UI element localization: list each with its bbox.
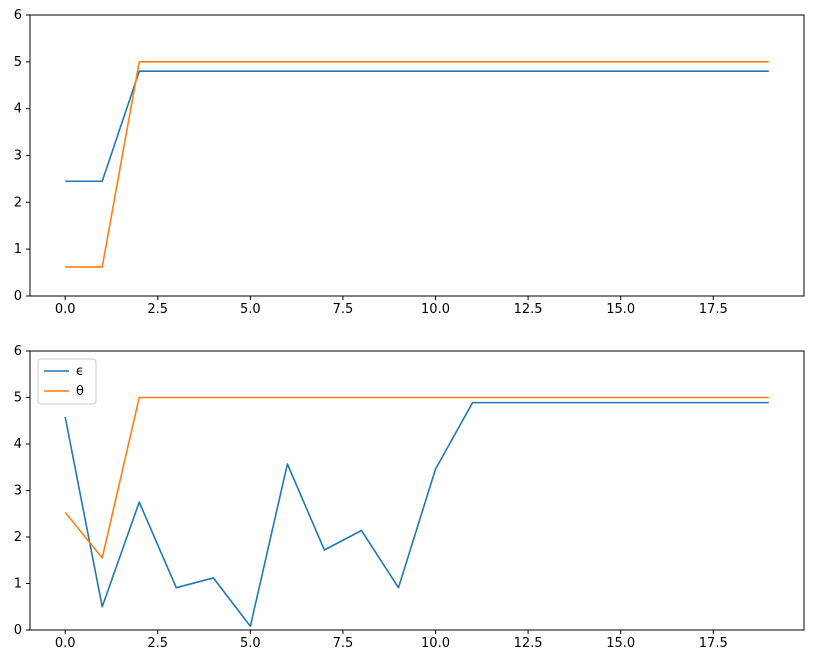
- y-tick-label: 5: [14, 55, 22, 70]
- y-tick-label: 3: [14, 484, 22, 499]
- y-tick-label: 3: [14, 149, 22, 164]
- x-tick-label: 7.5: [333, 302, 354, 317]
- y-tick-label: 6: [14, 344, 22, 359]
- y-tick-label: 0: [14, 289, 22, 304]
- y-tick-label: 4: [14, 437, 22, 452]
- x-tick-label: 10.0: [421, 302, 450, 317]
- y-tick-label: 4: [14, 102, 22, 117]
- x-tick-label: 0.0: [55, 636, 76, 651]
- x-tick-label: 17.5: [699, 636, 728, 651]
- x-tick-label: 17.5: [699, 302, 728, 317]
- y-tick-label: 1: [14, 577, 22, 592]
- y-tick-label: 0: [14, 623, 22, 638]
- x-tick-label: 12.5: [514, 302, 543, 317]
- legend-label-0: ϵ: [76, 364, 84, 379]
- plot-area: [30, 15, 804, 296]
- axes-spines: [29, 14, 805, 297]
- x-tick-label: 10.0: [421, 636, 450, 651]
- x-tick-label: 15.0: [606, 636, 635, 651]
- y-tick-label: 5: [14, 391, 22, 406]
- x-tick-label: 7.5: [333, 636, 354, 651]
- x-tick-label: 12.5: [514, 636, 543, 651]
- x-tick-label: 0.0: [55, 302, 76, 317]
- x-tick-label: 2.5: [147, 636, 168, 651]
- series-line-1: [65, 61, 769, 268]
- x-tick-label: 15.0: [606, 302, 635, 317]
- y-tick-label: 1: [14, 242, 22, 257]
- x-tick-label: 5.0: [240, 636, 261, 651]
- series-line-0: [64, 401, 769, 628]
- series-line-0: [65, 70, 769, 183]
- x-tick-label: 2.5: [147, 302, 168, 317]
- x-tick-label: 5.0: [240, 302, 261, 317]
- y-tick-label: 2: [14, 530, 22, 545]
- legend: ϵθ: [37, 358, 97, 405]
- y-tick-label: 2: [14, 195, 22, 210]
- legend-label-1: θ: [76, 384, 84, 399]
- series-line-1: [64, 396, 769, 559]
- y-tick-label: 6: [14, 8, 22, 23]
- legend-box: [37, 358, 97, 405]
- plot-area: [30, 351, 804, 630]
- axes-spines: [29, 350, 805, 631]
- top-chart: 0.0 2.5 5.0 7.5 10.0 12.5 15.0 17.5 0 1 2 3 4 5 6: [14, 8, 805, 317]
- bottom-chart: 0.0 2.5 5.0 7.5 10.0 12.5 15.0 17.5 0 1 2 3 4 5 6 ϵθ: [14, 344, 805, 651]
